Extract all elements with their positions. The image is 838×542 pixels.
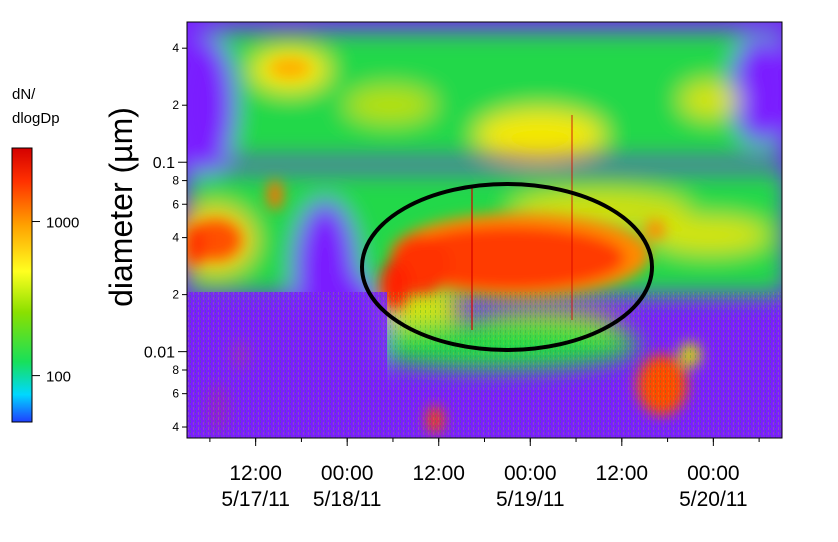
heatmap-field [187, 22, 782, 438]
colorbar-gradient [11, 147, 33, 423]
colorbar-title-line1: dN/ [12, 86, 36, 103]
x-tick-time-label: 12:00 [596, 462, 649, 485]
y-axis: 0.01 0.1 4 6 8 2 4 6 8 2 4 [144, 41, 187, 434]
x-tick-date-label: 5/20/11 [679, 488, 748, 511]
x-tick-time-label: 00:00 [321, 462, 374, 485]
y-minor-tick-label: 2 [172, 288, 179, 302]
y-minor-tick-label: 8 [172, 363, 179, 377]
colorbar-title-line2: dlogDp [12, 110, 60, 127]
x-tick-time-label: 12:00 [229, 462, 282, 485]
colorbar: dN/ dlogDp 100 1000 [11, 86, 79, 423]
y-minor-tick-label: 2 [172, 98, 179, 112]
x-tick-time-label: 12:00 [412, 462, 465, 485]
x-tick-date-label: 5/19/11 [496, 488, 565, 511]
x-tick-time-label: 00:00 [687, 462, 740, 485]
y-minor-tick-label: 4 [172, 420, 179, 434]
y-minor-tick-label: 4 [172, 41, 179, 55]
y-minor-tick-label: 6 [172, 197, 179, 211]
y-major-tick-label: 0.1 [153, 155, 175, 172]
x-tick-time-label: 00:00 [504, 462, 557, 485]
y-major-tick-label: 0.01 [144, 345, 175, 362]
x-tick-date-label: 5/17/11 [221, 488, 290, 511]
y-minor-tick-label: 8 [172, 174, 179, 188]
annotation-ellipse [360, 182, 654, 352]
y-minor-tick-label: 6 [172, 387, 179, 401]
x-axis: 12:00 5/17/11 00:00 5/18/11 12:00 00:00 5/19/1… [209, 438, 760, 511]
x-tick-date-label: 5/18/11 [313, 488, 382, 511]
colorbar-ticks: 100 1000 [32, 215, 79, 386]
y-axis-label: diameter (µm) [103, 107, 139, 307]
colorbar-tick-label: 1000 [46, 215, 79, 232]
colorbar-tick-label: 100 [46, 369, 71, 386]
y-minor-tick-label: 4 [172, 231, 179, 245]
